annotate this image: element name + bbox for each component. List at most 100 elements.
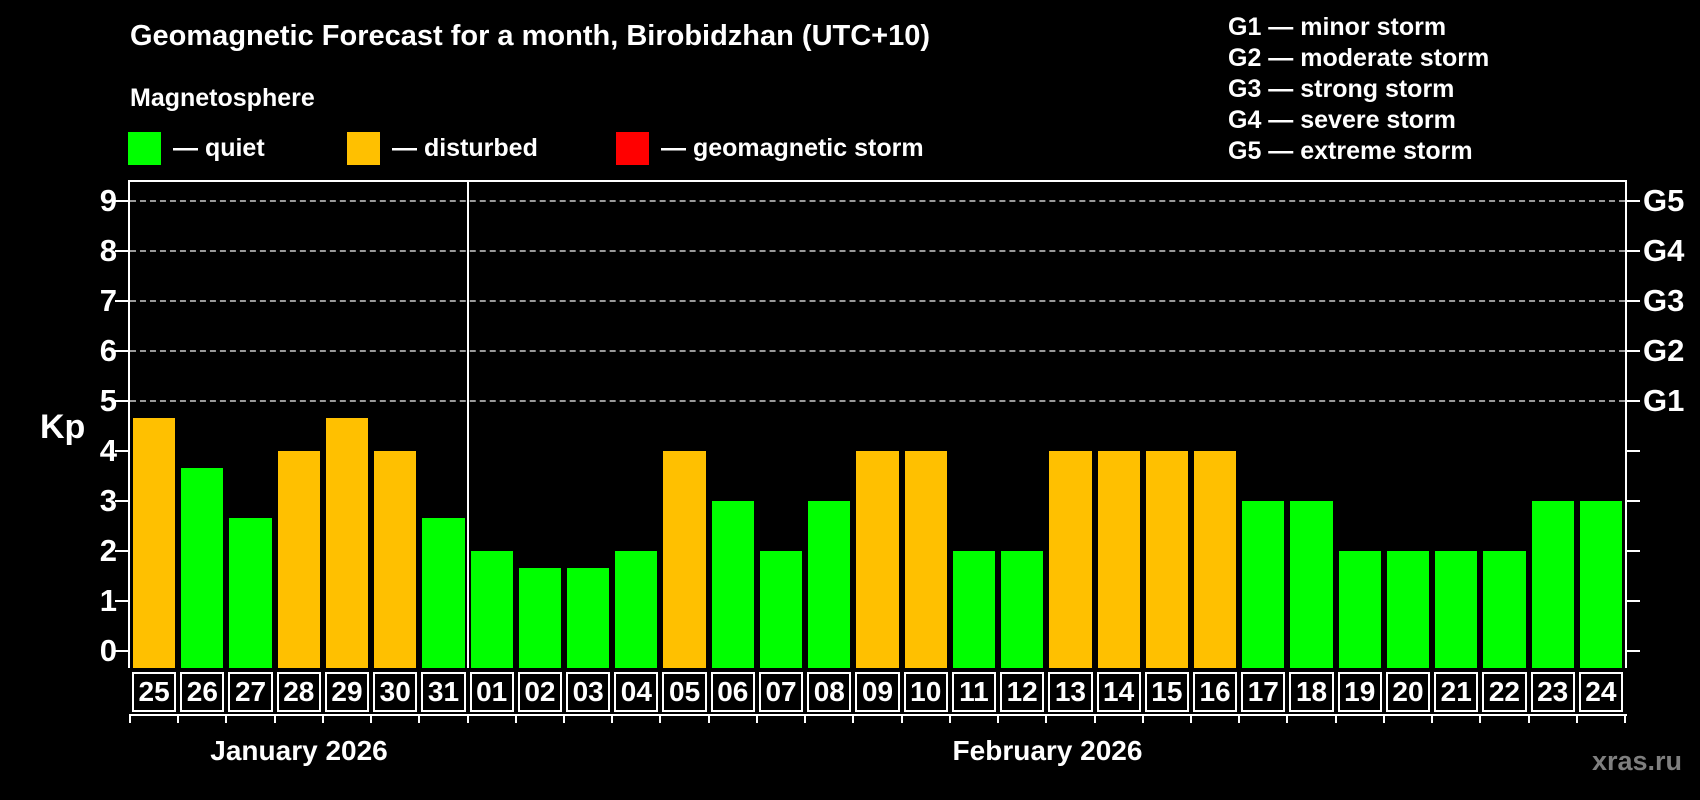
x-axis-boundary-tick-12: [707, 714, 710, 723]
x-axis-boundary-tick-26: [1382, 714, 1385, 723]
day-label-feb-08: 08: [807, 672, 852, 712]
gridline-kp-7: [130, 300, 1625, 302]
day-label-jan-27: 27: [228, 672, 273, 712]
day-label-feb-15: 15: [1144, 672, 1189, 712]
right-axis-label-g4: G4: [1643, 233, 1685, 268]
kp-bar-feb-06: [711, 501, 754, 668]
day-label-feb-09: 09: [855, 672, 900, 712]
kp-bar-feb-16: [1193, 451, 1237, 668]
kp-bar-feb-02: [518, 567, 562, 668]
day-label-feb-21: 21: [1434, 672, 1479, 712]
kp-bar-feb-13: [1049, 451, 1092, 668]
kp-bar-feb-22: [1483, 551, 1526, 668]
day-label-feb-01: 01: [469, 672, 514, 712]
right-axis-tick-5: [1627, 400, 1640, 402]
right-axis-label-g5: G5: [1643, 183, 1685, 218]
day-label-feb-04: 04: [614, 672, 659, 712]
day-label-feb-05: 05: [662, 672, 707, 712]
x-axis-boundary-tick-17: [948, 714, 951, 723]
y-axis-label-2: 2: [99, 533, 117, 568]
x-axis-boundary-tick-28: [1479, 714, 1482, 723]
day-label-feb-19: 19: [1337, 672, 1382, 712]
day-label-feb-06: 06: [710, 672, 755, 712]
kp-bar-jan-29: [325, 417, 369, 668]
right-axis-tick-8: [1627, 250, 1640, 252]
y-axis-label-3: 3: [99, 483, 117, 518]
x-axis-boundary-tick-11: [659, 714, 662, 723]
day-label-feb-23: 23: [1530, 672, 1575, 712]
left-axis-tick-5: [115, 400, 128, 402]
month-label-february: February 2026: [952, 735, 1143, 766]
kp-bar-feb-14: [1097, 451, 1140, 668]
x-axis-boundary-tick-30: [1575, 714, 1578, 723]
x-axis-line: [130, 714, 1627, 716]
y-axis-label-9: 9: [99, 183, 117, 218]
gridline-kp-8: [130, 250, 1625, 252]
right-axis-tick-7: [1627, 300, 1640, 302]
day-label-jan-28: 28: [276, 672, 321, 712]
kp-bar-feb-07: [759, 551, 803, 668]
kp-bar-jan-31: [422, 517, 465, 668]
x-axis-boundary-tick-23: [1238, 714, 1241, 723]
kp-bar-feb-21: [1435, 551, 1478, 668]
month-label-january: January 2026: [210, 735, 388, 766]
kp-bar-feb-10: [904, 451, 947, 668]
right-axis-tick-9: [1627, 200, 1640, 202]
right-axis-tick-1: [1627, 600, 1640, 602]
right-axis-tick-2: [1627, 550, 1640, 552]
x-axis-boundary-tick-18: [997, 714, 1000, 723]
kp-bar-feb-23: [1531, 501, 1574, 668]
kp-bar-jan-27: [229, 517, 272, 668]
left-axis-tick-2: [115, 550, 128, 552]
left-axis-tick-1: [115, 600, 128, 602]
left-axis-tick-8: [115, 250, 128, 252]
left-axis-tick-7: [115, 300, 128, 302]
left-axis-tick-0: [115, 650, 128, 652]
day-label-feb-22: 22: [1482, 672, 1527, 712]
magnetosphere-label: Magnetosphere: [130, 84, 315, 112]
y-axis-label-7: 7: [99, 283, 117, 318]
storm-color-swatch: [616, 131, 649, 165]
kp-bar-feb-05: [663, 451, 706, 668]
x-axis-boundary-tick-0: [129, 714, 131, 723]
x-axis-boundary-tick-5: [370, 714, 373, 723]
disturbed-color-swatch: [347, 131, 380, 165]
kp-bar-feb-04: [615, 551, 658, 668]
day-label-jan-29: 29: [324, 672, 370, 712]
kp-bar-feb-20: [1386, 551, 1430, 668]
y-axis-label-5: 5: [99, 383, 117, 418]
x-axis-boundary-tick-16: [900, 714, 903, 723]
x-axis-boundary-tick-14: [804, 714, 807, 723]
day-label-feb-10: 10: [903, 672, 948, 712]
day-label-feb-20: 20: [1385, 672, 1431, 712]
x-axis-boundary-tick-25: [1334, 714, 1337, 723]
day-label-feb-13: 13: [1048, 672, 1093, 712]
kp-bar-feb-11: [952, 551, 996, 668]
x-axis-boundary-tick-3: [273, 714, 276, 723]
kp-bar-jan-25: [133, 417, 176, 668]
kp-bar-feb-17: [1242, 501, 1285, 668]
page-title: Geomagnetic Forecast for a month, Birobi…: [130, 20, 931, 52]
day-label-feb-03: 03: [566, 672, 611, 712]
day-label-feb-17: 17: [1241, 672, 1286, 712]
x-axis-boundary-tick-2: [225, 714, 228, 723]
kp-bar-feb-03: [567, 567, 610, 668]
right-axis-label-g2: G2: [1643, 333, 1685, 368]
gridline-kp-9: [130, 200, 1625, 202]
day-label-feb-16: 16: [1192, 672, 1238, 712]
x-axis-boundary-tick-6: [418, 714, 421, 723]
y-axis-label-8: 8: [99, 233, 117, 268]
x-axis-boundary-tick-9: [563, 714, 566, 723]
legend-label-quiet: — quiet: [173, 133, 265, 162]
kp-bar-feb-09: [856, 451, 899, 668]
right-axis-tick-6: [1627, 350, 1640, 352]
x-axis-boundary-tick-22: [1189, 714, 1192, 723]
x-axis-boundary-tick-15: [852, 714, 855, 723]
left-axis-tick-4: [115, 450, 128, 452]
day-label-feb-14: 14: [1096, 672, 1141, 712]
kp-bar-feb-15: [1145, 451, 1188, 668]
day-label-feb-02: 02: [517, 672, 563, 712]
y-axis-label-6: 6: [99, 333, 117, 368]
g1-legend-line: G1 — minor storm: [1228, 13, 1447, 41]
